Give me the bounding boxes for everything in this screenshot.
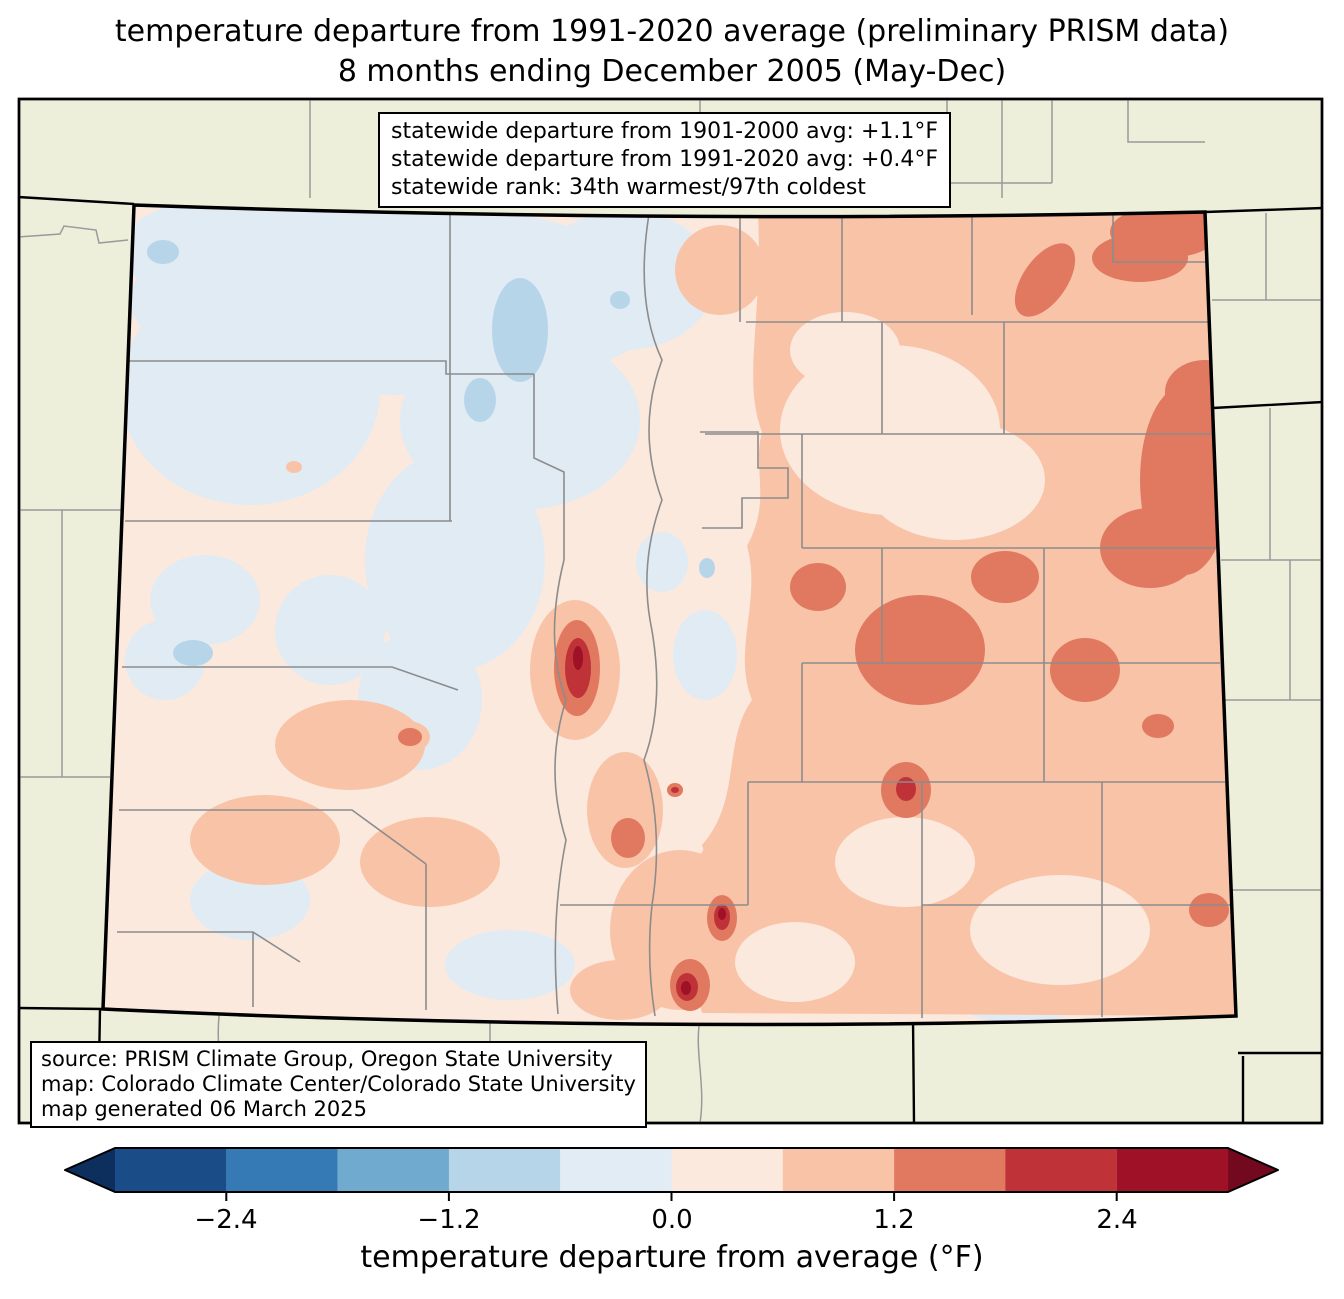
colorbar-segment bbox=[1116, 1148, 1229, 1192]
county-lines bbox=[117, 207, 1232, 1018]
tick-label: 0.0 bbox=[651, 1205, 693, 1235]
tick-label: −1.2 bbox=[417, 1205, 481, 1235]
colorbar-segment bbox=[448, 1148, 561, 1192]
figure-title-line1: temperature departure from 1991-2020 ave… bbox=[114, 14, 1230, 49]
colorbar-extend-left bbox=[65, 1148, 115, 1192]
colorbar-segment bbox=[115, 1148, 227, 1192]
map-frame-stroke bbox=[17, 97, 1324, 1125]
figure-title-line2: 8 months ending December 2005 (May-Dec) bbox=[337, 54, 1007, 89]
colorbar-segment bbox=[1005, 1148, 1117, 1192]
colorbar-segment bbox=[337, 1148, 449, 1192]
tick-label: −2.4 bbox=[194, 1205, 258, 1235]
source-box: source: PRISM Climate Group, Oregon Stat… bbox=[30, 1041, 647, 1128]
stats-line-1901-2000: statewide departure from 1901-2000 avg: … bbox=[391, 119, 939, 144]
colorbar-segment bbox=[560, 1148, 672, 1192]
source-line: source: PRISM Climate Group, Oregon Stat… bbox=[41, 1047, 613, 1071]
colorbar-label: temperature departure from average (°F) bbox=[360, 1240, 984, 1275]
stats-line-1991-2020: statewide departure from 1991-2020 avg: … bbox=[391, 147, 939, 172]
generated-date-line: map generated 06 March 2025 bbox=[41, 1097, 368, 1121]
stats-line-rank: statewide rank: 34th warmest/97th coldes… bbox=[391, 175, 866, 200]
hottest-anomaly-blobs bbox=[573, 646, 726, 995]
map-credit-line: map: Colorado Climate Center/Colorado St… bbox=[41, 1072, 636, 1096]
neutral-holes bbox=[735, 312, 1150, 1002]
tick-label: 1.2 bbox=[873, 1205, 915, 1235]
tick-label: 2.4 bbox=[1096, 1205, 1138, 1235]
colorbar-ticks bbox=[225, 1192, 1118, 1201]
hot-anomaly-blobs bbox=[398, 206, 1236, 1011]
colorbar-segment bbox=[226, 1148, 338, 1192]
stats-box: statewide departure from 1901-2000 avg: … bbox=[378, 112, 952, 208]
colorbar-segment bbox=[671, 1148, 783, 1192]
colorbar bbox=[64, 1147, 1279, 1201]
colorbar-extend-right bbox=[1228, 1148, 1278, 1192]
colorbar-outline bbox=[64, 1147, 1279, 1193]
colorbar-segment bbox=[894, 1148, 1006, 1192]
colorbar-segment bbox=[782, 1148, 895, 1192]
state-border bbox=[101, 203, 1238, 1027]
figure-title: temperature departure from 1991-2020 ave… bbox=[0, 12, 1344, 92]
